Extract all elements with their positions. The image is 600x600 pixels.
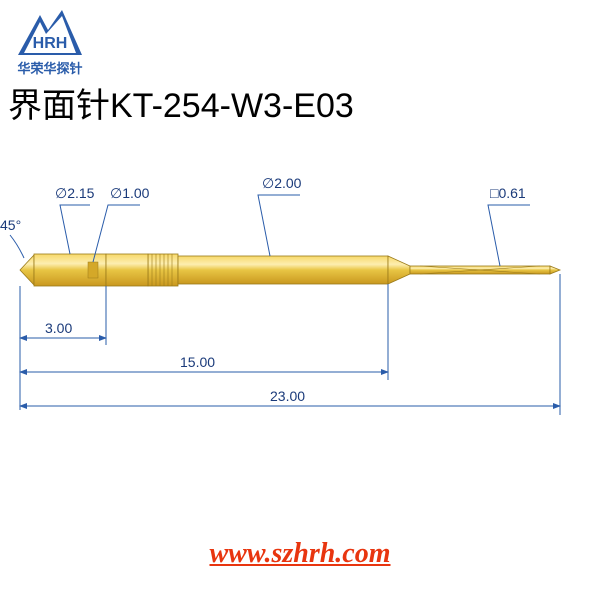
logo-subtitle: 华荣华探针 <box>17 58 82 77</box>
footer: www.szhrh.com <box>0 538 600 570</box>
svg-text:15.00: 15.00 <box>180 354 215 370</box>
svg-text:23.00: 23.00 <box>270 388 305 404</box>
pin-point <box>550 266 560 274</box>
pin-shaft <box>178 256 388 284</box>
svg-text:□0.61: □0.61 <box>490 185 526 201</box>
dim-len-collar: 3.00 <box>20 320 106 338</box>
svg-text:3.00: 3.00 <box>45 320 72 336</box>
dim-len-shaft: 15.00 <box>20 354 388 372</box>
dim-dia-shaft: ∅2.00 <box>258 175 302 256</box>
dim-dia-inner: ∅1.00 <box>93 185 150 262</box>
logo-letters: HRH <box>33 35 68 52</box>
footer-url: www.szhrh.com <box>209 538 390 569</box>
dim-angle: 45° <box>0 217 24 258</box>
svg-text:∅2.15: ∅2.15 <box>55 185 95 201</box>
pin-taper <box>388 256 410 284</box>
svg-text:∅2.00: ∅2.00 <box>262 175 302 191</box>
logo-mark: HRH <box>10 10 90 60</box>
pin-chamfer <box>20 255 34 285</box>
dim-dia-collar: ∅2.15 <box>55 185 95 254</box>
logo: HRH 华荣华探针 <box>10 10 90 77</box>
pin-knurl <box>148 254 178 286</box>
svg-text:∅1.00: ∅1.00 <box>110 185 150 201</box>
pin-inner-groove <box>88 262 98 278</box>
pin-step <box>106 254 148 286</box>
dim-len-total: 23.00 <box>20 388 560 406</box>
technical-drawing: 45° ∅2.15 ∅1.00 ∅2.00 □0.61 3.00 15.00 2… <box>0 150 600 450</box>
dim-tip-thickness: □0.61 <box>488 185 530 266</box>
svg-text:45°: 45° <box>0 217 21 233</box>
product-title: 界面针KT-254-W3-E03 <box>8 78 354 127</box>
